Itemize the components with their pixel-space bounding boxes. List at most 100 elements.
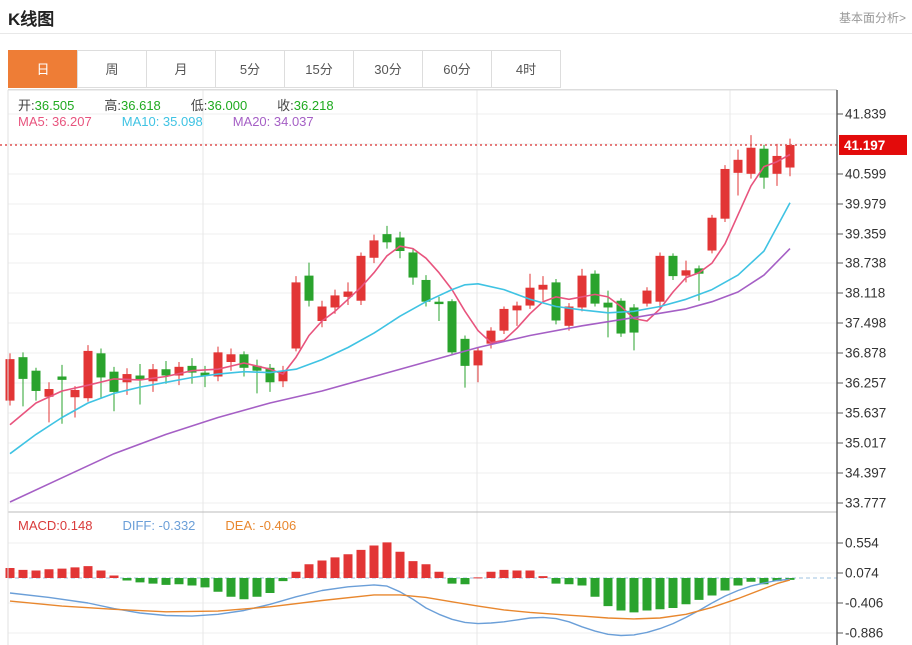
macd-bar bbox=[31, 570, 41, 578]
ma-line-ma10 bbox=[9, 202, 791, 455]
y-axis-label: 33.777 bbox=[845, 496, 886, 511]
candle-body bbox=[499, 308, 509, 331]
candle-body bbox=[96, 353, 106, 378]
macd-bar bbox=[590, 578, 600, 597]
macd-bar bbox=[746, 578, 756, 582]
candle-body bbox=[343, 291, 353, 297]
macd-bar bbox=[785, 578, 795, 580]
candle-body bbox=[772, 155, 782, 174]
macd-bar bbox=[70, 567, 80, 578]
candle-body bbox=[174, 366, 184, 376]
candle-body bbox=[421, 279, 431, 302]
macd-axis-label: -0.406 bbox=[845, 596, 883, 611]
candle-body bbox=[304, 275, 314, 301]
macd-axis-label: 0.554 bbox=[845, 536, 879, 551]
macd-bar bbox=[44, 569, 54, 578]
tab-4时[interactable]: 4时 bbox=[491, 50, 561, 88]
macd-bar bbox=[18, 569, 28, 578]
header-divider bbox=[0, 33, 912, 34]
candle-body bbox=[564, 306, 574, 326]
macd-bar bbox=[629, 578, 639, 613]
macd-axis-label: -0.886 bbox=[845, 626, 883, 641]
candle-body bbox=[512, 305, 522, 311]
macd-bar bbox=[226, 578, 236, 597]
candle-body bbox=[317, 306, 327, 321]
macd-bar bbox=[148, 578, 158, 584]
macd-bar bbox=[291, 571, 301, 578]
info-item: 低:36.000 bbox=[190, 98, 248, 113]
tab-15分[interactable]: 15分 bbox=[284, 50, 354, 88]
candle-body bbox=[187, 365, 197, 373]
macd-bar bbox=[252, 578, 262, 597]
ma-line-ma5 bbox=[9, 153, 791, 426]
info-item: DEA: -0.406 bbox=[225, 518, 297, 533]
candle-body bbox=[200, 372, 210, 376]
macd-bar bbox=[655, 578, 665, 610]
candle-body bbox=[395, 237, 405, 252]
macd-bar bbox=[382, 542, 392, 578]
candle-body bbox=[525, 287, 535, 306]
macd-bar bbox=[265, 578, 275, 593]
macd-bar bbox=[538, 576, 548, 578]
candle-body bbox=[473, 350, 483, 366]
candle-body bbox=[681, 270, 691, 276]
candle-body bbox=[408, 252, 418, 278]
macd-bar bbox=[733, 578, 743, 586]
macd-bar bbox=[96, 570, 106, 578]
candle-body bbox=[460, 338, 470, 366]
candle-body bbox=[733, 159, 743, 173]
candle-body bbox=[135, 375, 145, 380]
macd-bar bbox=[317, 560, 327, 578]
tab-5分[interactable]: 5分 bbox=[215, 50, 285, 88]
tab-周[interactable]: 周 bbox=[77, 50, 147, 88]
macd-bar bbox=[616, 578, 626, 611]
candle-body bbox=[369, 240, 379, 258]
fundamental-analysis-link[interactable]: 基本面分析> bbox=[838, 11, 906, 25]
macd-bar bbox=[759, 578, 769, 585]
y-axis-label: 38.738 bbox=[845, 256, 886, 271]
macd-bar bbox=[109, 575, 119, 578]
candle-body bbox=[161, 369, 171, 376]
y-axis-label: 37.498 bbox=[845, 316, 886, 331]
macd-bar bbox=[512, 570, 522, 578]
macd-bar bbox=[551, 578, 561, 584]
y-axis-label: 34.397 bbox=[845, 466, 886, 481]
tab-月[interactable]: 月 bbox=[146, 50, 216, 88]
y-axis-label: 40.599 bbox=[845, 167, 886, 182]
info-item: 高:36.618 bbox=[104, 98, 161, 113]
ma-line-ma20 bbox=[9, 248, 791, 503]
macd-line-diff bbox=[9, 578, 791, 637]
info-item: MACD:0.148 bbox=[18, 518, 93, 533]
candle-body bbox=[265, 367, 275, 383]
candle-body bbox=[109, 371, 119, 392]
y-axis-label: 39.979 bbox=[845, 197, 886, 212]
macd-bar bbox=[603, 578, 613, 607]
macd-bar bbox=[525, 570, 535, 578]
tab-60分[interactable]: 60分 bbox=[422, 50, 492, 88]
macd-bar bbox=[57, 568, 67, 578]
period-tabbar: 日周月 5分 15分 30分 60分 4时 bbox=[8, 50, 561, 88]
macd-bar bbox=[239, 578, 249, 600]
macd-bar bbox=[200, 578, 210, 588]
y-axis-label: 38.118 bbox=[845, 286, 885, 301]
y-axis-label: 36.257 bbox=[845, 376, 886, 391]
candle-body bbox=[70, 389, 80, 398]
candle-body bbox=[447, 301, 457, 353]
candle-body bbox=[603, 302, 613, 308]
macd-bar bbox=[694, 578, 704, 600]
tab-日[interactable]: 日 bbox=[8, 50, 78, 88]
macd-bar bbox=[213, 578, 223, 592]
macd-bar bbox=[408, 561, 418, 578]
candle-body bbox=[278, 370, 288, 382]
candle-body bbox=[83, 350, 93, 399]
tab-30分[interactable]: 30分 bbox=[353, 50, 423, 88]
y-axis-label: 41.839 bbox=[845, 107, 886, 122]
macd-bar bbox=[356, 549, 366, 578]
macd-bar bbox=[460, 578, 470, 585]
y-axis-label: 36.878 bbox=[845, 346, 886, 361]
macd-bar bbox=[447, 578, 457, 584]
candle-body bbox=[226, 354, 236, 363]
macd-bar bbox=[772, 578, 782, 582]
macd-bar bbox=[278, 578, 288, 582]
